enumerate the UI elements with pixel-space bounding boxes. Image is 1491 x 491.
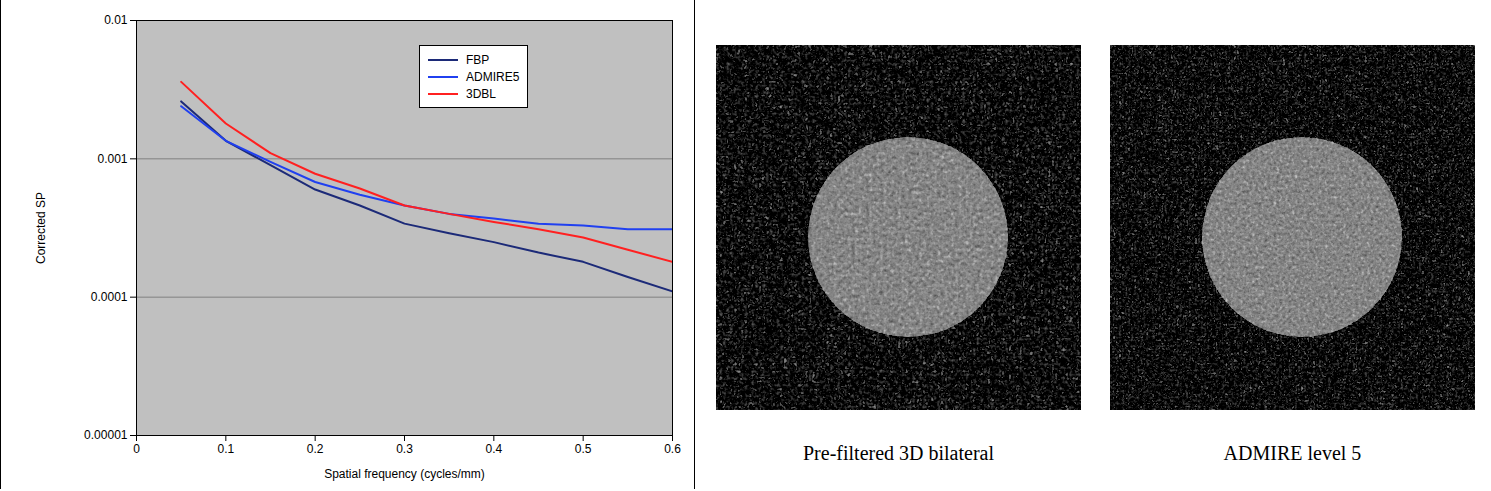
svg-text:Corrected SP: Corrected SP [34,192,48,264]
html-text:Pre-filtered 3D bilateral: Pre-filtered 3D bilateral [803,442,994,464]
svg-text:0.6: 0.6 [664,442,681,456]
svg-text:0.001: 0.001 [97,152,127,166]
svg-text:0.1: 0.1 [217,442,234,456]
svg-text:0.00001: 0.00001 [84,428,128,442]
html-text:FBP: FBP [466,52,490,67]
svg-text:0.5: 0.5 [575,442,592,456]
svg-text:0.0001: 0.0001 [91,290,128,304]
svg-text:0.2: 0.2 [307,442,324,456]
svg-text:Spatial frequency (cycles/mm): Spatial frequency (cycles/mm) [324,467,485,481]
svg-text:0.3: 0.3 [396,442,413,456]
html-text:3DBL: 3DBL [466,86,496,101]
svg-text:0.4: 0.4 [485,442,502,456]
html-text:ADMIRE5: ADMIRE5 [466,69,520,84]
svg-text:0.01: 0.01 [104,13,128,27]
svg-text:0: 0 [133,442,140,456]
html-text:ADMIRE level 5: ADMIRE level 5 [1223,442,1362,464]
